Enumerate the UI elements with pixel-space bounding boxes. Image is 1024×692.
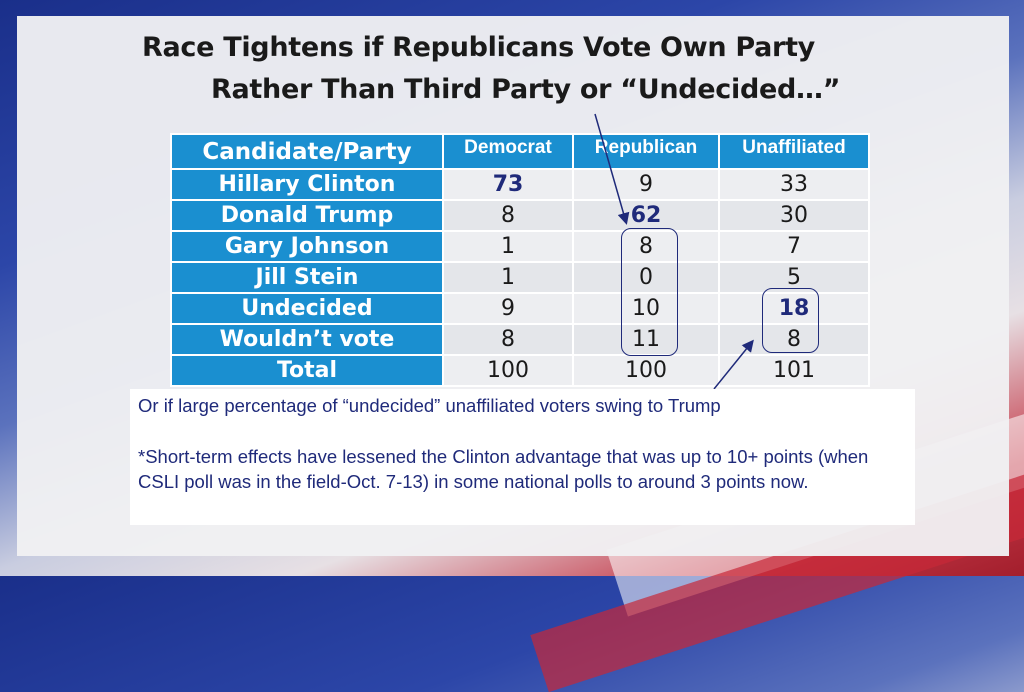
republican-value: 0 [572,261,720,294]
arrow-to-unaffiliated-18 [713,339,754,390]
unaffiliated-value: 33 [718,168,870,201]
header-unaffiliated: Unaffiliated [718,133,870,170]
republican-value: 100 [572,354,720,387]
title-line-2: Rather Than Third Party or “Undecided…” [211,74,841,105]
democrat-value: 8 [442,323,574,356]
republican-value: 8 [572,230,720,263]
header-republican: Republican [572,133,720,170]
democrat-value: 100 [442,354,574,387]
republican-value: 11 [572,323,720,356]
candidate-name: Jill Stein [170,261,444,294]
table-row-total: Total 100 100 101 [170,354,870,387]
democrat-value: 1 [442,230,574,263]
republican-third-party-highlight [621,228,678,356]
note-line-1: Or if large percentage of “undecided” un… [138,395,721,416]
table-row: Undecided 9 10 18 [170,292,870,325]
candidate-name: Undecided [170,292,444,325]
republican-value: 10 [572,292,720,325]
candidate-name: Donald Trump [170,199,444,232]
note-line-2: *Short-term effects have lessened the Cl… [138,446,869,492]
table-row: Hillary Clinton 73 9 33 [170,168,870,201]
republican-value: 62 [572,199,720,232]
table-header-row: Candidate/Party Democrat Republican Unaf… [170,133,870,170]
republican-value: 9 [572,168,720,201]
table-row: Donald Trump 8 62 30 [170,199,870,232]
table-row: Gary Johnson 1 8 7 [170,230,870,263]
table-row: Jill Stein 1 0 5 [170,261,870,294]
democrat-value: 8 [442,199,574,232]
candidate-name: Hillary Clinton [170,168,444,201]
candidate-name: Gary Johnson [170,230,444,263]
unaffiliated-value: 101 [718,354,870,387]
note-box: Or if large percentage of “undecided” un… [130,389,915,525]
table-row: Wouldn’t vote 8 11 8 [170,323,870,356]
unaffiliated-value: 30 [718,199,870,232]
unaffiliated-value: 8 [718,323,870,356]
unaffiliated-undecided-highlight [762,288,819,353]
democrat-value: 9 [442,292,574,325]
unaffiliated-value: 18 [718,292,870,325]
democrat-value: 73 [442,168,574,201]
title-line-1: Race Tightens if Republicans Vote Own Pa… [142,32,815,63]
arrow-to-republican-62 [594,113,630,225]
candidate-name: Wouldn’t vote [170,323,444,356]
header-democrat: Democrat [442,133,574,170]
unaffiliated-value: 7 [718,230,870,263]
annotation-arrows [594,113,754,390]
democrat-value: 1 [442,261,574,294]
candidate-name: Total [170,354,444,387]
header-candidate-party: Candidate/Party [170,133,444,170]
results-table: Candidate/Party Democrat Republican Unaf… [170,133,870,387]
